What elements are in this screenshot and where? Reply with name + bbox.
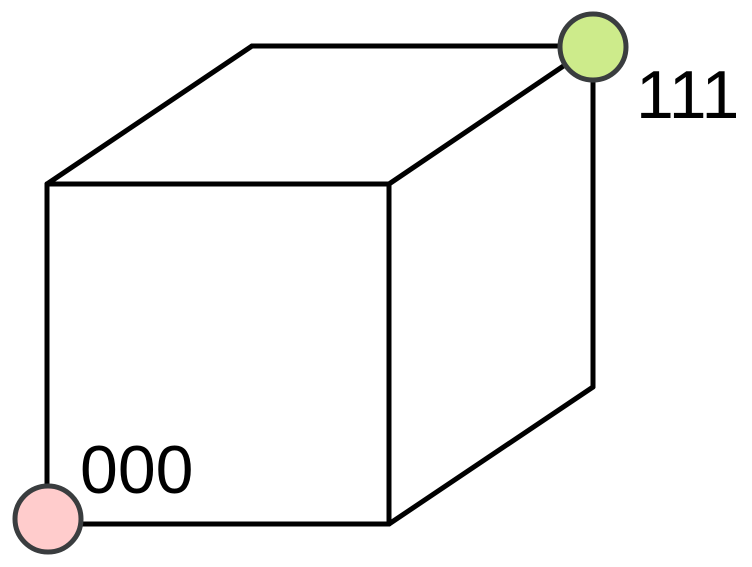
vertex-origin: 000 [12, 432, 193, 555]
vertex-origin-node [12, 483, 84, 555]
vertex-opposite-node [557, 11, 629, 83]
top-right-depth-edge [386, 43, 596, 187]
vertex-origin-label: 000 [80, 432, 193, 508]
top-left-depth-edge [44, 43, 255, 187]
bottom-right-depth-edge [386, 384, 596, 527]
vertex-opposite: 111 [557, 11, 739, 133]
cube-edges [44, 43, 596, 527]
vertex-opposite-label: 111 [636, 57, 739, 133]
